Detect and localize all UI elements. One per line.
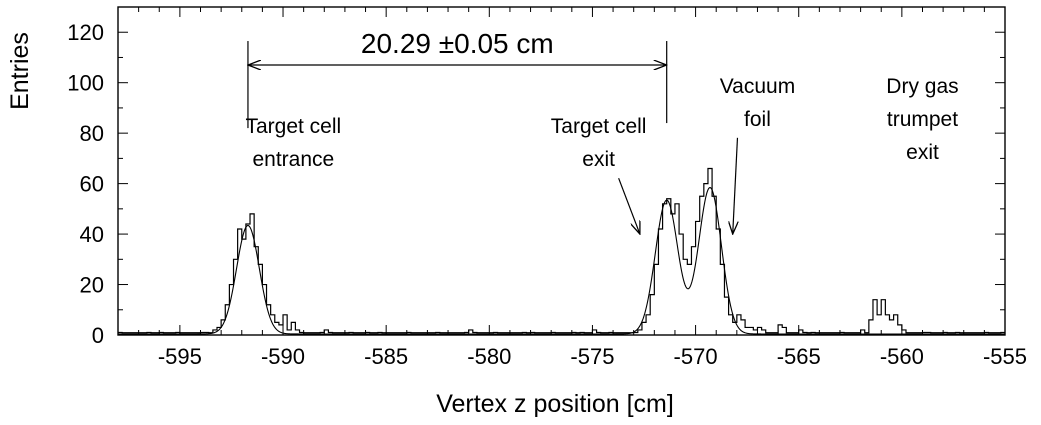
annotation-line: trumpet [887, 108, 958, 131]
fit-curve [118, 186, 1005, 335]
data-layer [118, 167, 1005, 335]
annotation-line: Target cell [245, 115, 341, 138]
annotation-line: Target cell [551, 115, 647, 138]
annotation-line: exit [906, 141, 939, 164]
annotation-line: Dry gas [886, 75, 958, 98]
x-tick-label: -595 [158, 344, 202, 369]
measure-label: 20.29 ±0.05 cm [361, 28, 554, 59]
x-tick-label: -580 [467, 344, 511, 369]
annotation-line: entrance [252, 148, 334, 171]
x-tick-label: -565 [777, 344, 821, 369]
annotation-label: Vacuum foil [720, 75, 795, 131]
x-tick-label: -570 [674, 344, 718, 369]
x-tick-label: -575 [570, 344, 614, 369]
annotation-label: Target cell exit [551, 115, 647, 171]
annotation-label: Dry gas trumpet exit [886, 75, 958, 164]
x-tick-label: -560 [880, 344, 924, 369]
annotation-layer: Target cell entrance Target cell exit Vacuum… [245, 28, 959, 234]
x-tick-label: -590 [261, 344, 305, 369]
y-tick-label: 60 [80, 172, 104, 197]
annotation-label: Target cell entrance [245, 115, 341, 171]
histogram-series [118, 167, 1005, 334]
x-tick-label: -585 [364, 344, 408, 369]
plot-frame [117, 6, 1006, 336]
y-tick-label: 120 [67, 20, 104, 45]
y-tick-label: 80 [80, 121, 104, 146]
x-tick-label: -555 [983, 344, 1027, 369]
annotation-line: Vacuum [720, 75, 795, 98]
annotation-line: foil [744, 108, 771, 131]
y-axis-title: Entries [6, 32, 34, 110]
y-tick-label: 100 [67, 71, 104, 96]
annotation-arrow [733, 137, 738, 234]
y-tick-label: 40 [80, 222, 104, 247]
y-tick-label: 20 [80, 273, 104, 298]
axes-layer: -595 -590 -585 -580 -575 -570 -565 -560 -555 0 20 4… [67, 6, 1027, 369]
x-axis-title: Vertex z position [cm] [436, 390, 674, 418]
annotation-arrow [618, 177, 640, 234]
annotation-line: exit [582, 148, 615, 171]
y-tick-label: 0 [92, 323, 104, 348]
